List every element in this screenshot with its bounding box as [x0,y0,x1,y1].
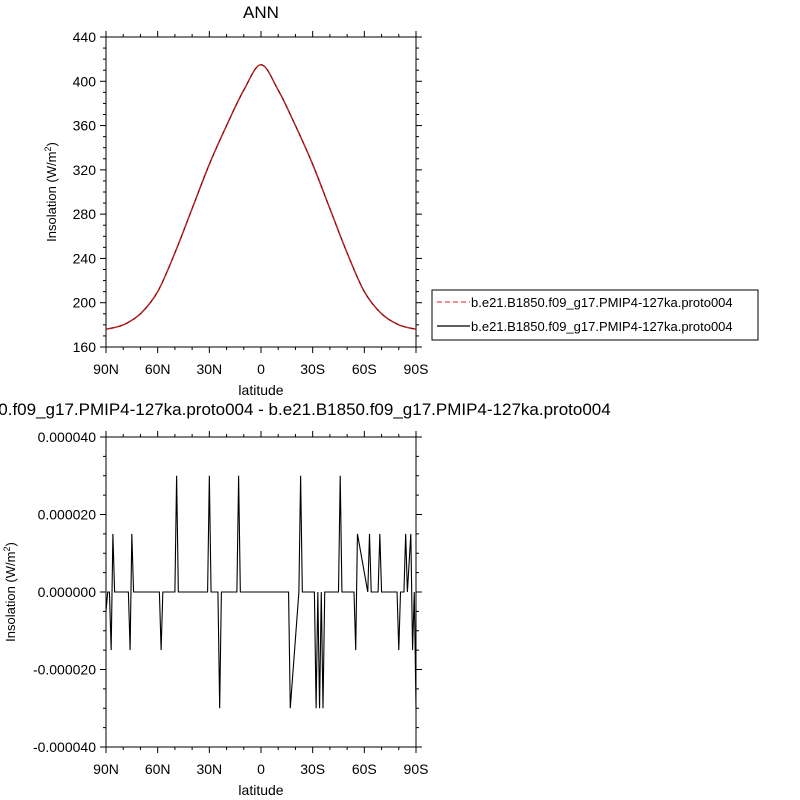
x-tick-label: 60N [145,761,171,777]
x-tick-label: 30N [196,361,222,377]
bottom-y-axis-label-close: ) [3,542,18,546]
series-line-solid [105,63,417,330]
y-tick-label: 200 [73,295,97,311]
y-tick-label: 0.000020 [38,507,97,523]
x-tick-label: 90N [93,761,119,777]
y-tick-label: 0.000000 [38,584,97,600]
top-panel: ANN 160 200 240 280 320 360 400 440 90N 60N 30N 0 3… [43,3,759,398]
y-tick-label: -0.000040 [33,739,96,755]
x-tick-label: 60S [352,761,377,777]
top-y-axis: 160 200 240 280 320 360 400 440 [73,29,422,355]
legend-box [431,289,759,341]
bottom-x-axis-label: latitude [238,782,283,798]
bottom-chart-title: b.e21.B1850.f09_g17.PMIP4-127ka.proto004… [0,400,611,419]
top-chart-title: ANN [243,3,279,22]
bottom-panel: b.e21.B1850.f09_g17.PMIP4-127ka.proto004… [0,400,611,798]
legend: b.e21.B1850.f09_g17.PMIP4-127ka.proto004… [431,289,759,341]
difference-line [105,475,417,709]
top-x-axis: 90N 60N 30N 0 30S 60S 90S [93,31,428,377]
bottom-y-axis: -0.000040 -0.000020 0.000000 0.000020 0.0000… [33,429,422,755]
top-y-axis-label: Insolation (W/m2) [43,142,59,242]
y-tick-label: 160 [73,339,97,355]
top-x-axis-label: latitude [238,382,283,398]
x-tick-label: 0 [257,761,265,777]
y-tick-label: 360 [73,118,97,134]
x-tick-label: 60N [145,361,171,377]
bottom-series-lines [105,475,417,709]
x-tick-label: 90S [404,761,429,777]
x-tick-label: 90N [93,361,119,377]
y-tick-label: 320 [73,162,97,178]
x-tick-label: 30S [300,361,325,377]
y-tick-label: 240 [73,250,97,266]
bottom-y-axis-label: Insolation (W/m2) [2,542,18,642]
y-tick-label: 0.000040 [38,429,97,445]
x-tick-label: 0 [257,361,265,377]
bottom-y-axis-label-sup: 2 [2,547,12,552]
y-tick-label: 400 [73,73,97,89]
top-y-axis-label-text: Insolation (W/m [44,152,59,242]
y-tick-label: 440 [73,29,97,45]
legend-label-1: b.e21.B1850.f09_g17.PMIP4-127ka.proto004 [471,295,733,310]
x-tick-label: 30S [300,761,325,777]
x-tick-label: 30N [196,761,222,777]
top-y-axis-label-close: ) [44,142,59,146]
series-line-dashed [105,64,417,330]
bottom-y-axis-label-text: Insolation (W/m [3,552,18,642]
y-tick-label: -0.000020 [33,662,96,678]
x-tick-label: 60S [352,361,377,377]
top-series-lines [105,63,417,330]
legend-label-2: b.e21.B1850.f09_g17.PMIP4-127ka.proto004 [471,319,733,334]
y-tick-label: 280 [73,206,97,222]
x-tick-label: 90S [404,361,429,377]
top-y-axis-label-sup: 2 [43,147,53,152]
bottom-x-axis: 90N 60N 30N 0 30S 60S 90S [93,431,428,777]
